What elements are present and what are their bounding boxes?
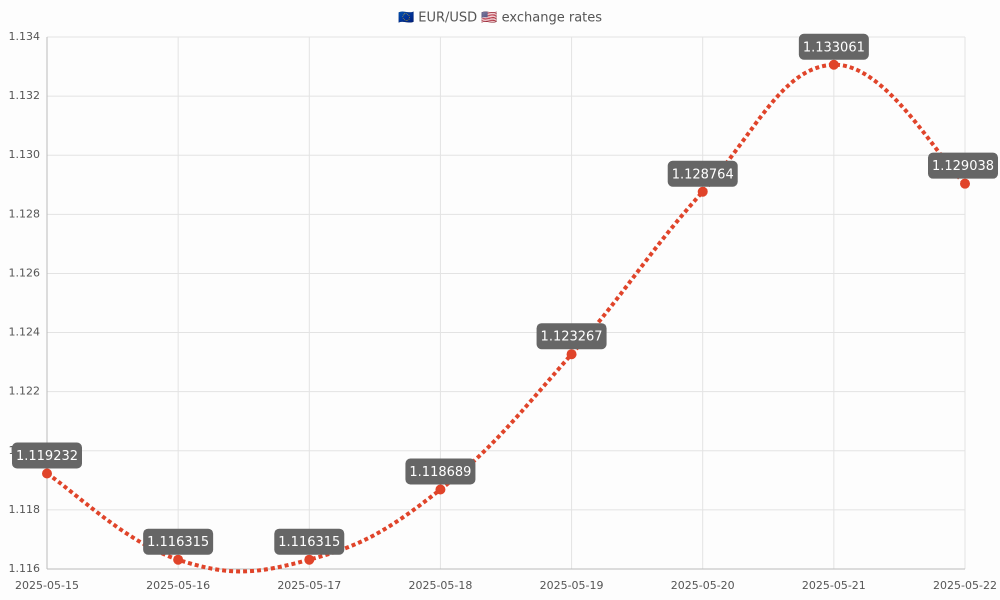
data-label: 1.119232: [16, 449, 78, 464]
data-label-box: [798, 33, 869, 60]
data-label-box: [274, 528, 345, 555]
line: [45, 62, 967, 574]
point: [42, 468, 52, 479]
y-tick-label: 1.132: [9, 89, 41, 102]
data-label: 1.128764: [672, 167, 734, 182]
data-label-box: [405, 458, 476, 485]
data-label: 1.116315: [278, 535, 340, 550]
data-label-box: [928, 152, 998, 179]
x-tick-label: 2025-05-18: [408, 579, 472, 592]
x-tick-label: 2025-05-17: [277, 579, 341, 592]
data-label-box: [143, 528, 214, 555]
point: [960, 178, 970, 189]
y-tick-label: 1.122: [9, 385, 41, 398]
x-tick-label: 2025-05-21: [802, 579, 866, 592]
data-label-box: [667, 160, 738, 187]
y-tick-label: 1.130: [9, 148, 41, 161]
x-tick-label: 2025-05-22: [933, 579, 997, 592]
y-tick-label: 1.116: [9, 562, 41, 575]
x-tick-label: 2025-05-16: [146, 579, 210, 592]
data-label-box: [536, 323, 607, 350]
chart-title: 🇪🇺 EUR/USD 🇺🇸 exchange rates: [398, 11, 602, 26]
point: [697, 186, 708, 197]
y-tick-label: 1.134: [9, 30, 41, 43]
data-label: 1.133061: [803, 40, 865, 55]
x-tick-label: 2025-05-19: [540, 579, 604, 592]
y-tick-label: 1.118: [9, 503, 41, 516]
y-tick-label: 1.126: [9, 266, 41, 279]
point: [304, 554, 315, 565]
x-tick-label: 2025-05-15: [15, 579, 79, 592]
y-tick-label: 1.128: [9, 207, 41, 220]
point: [828, 59, 839, 70]
point: [435, 484, 446, 495]
data-label: 1.116315: [147, 535, 209, 550]
x-tick-label: 2025-05-20: [671, 579, 735, 592]
data-label-box: [12, 442, 82, 469]
data-label: 1.118689: [409, 465, 471, 480]
data-label: 1.129038: [932, 159, 994, 174]
point: [173, 554, 184, 565]
y-tick-label: 1.124: [9, 326, 41, 339]
data-label: 1.123267: [541, 330, 603, 345]
point: [566, 349, 577, 360]
